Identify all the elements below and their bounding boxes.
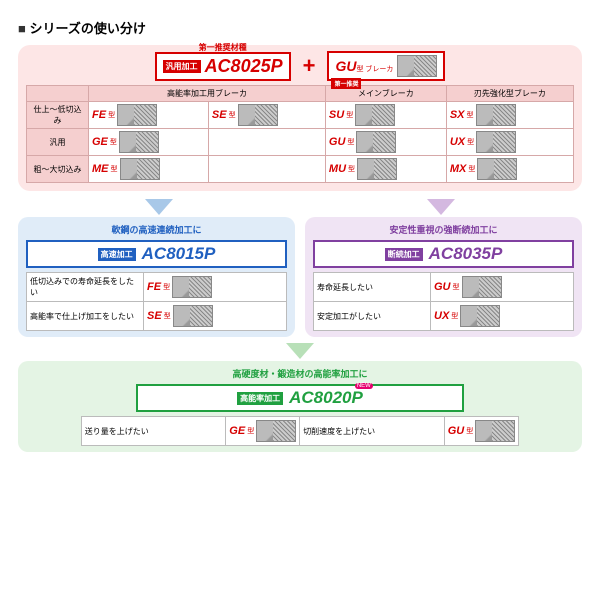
insert-icon [355, 104, 395, 126]
type-cell: FE型 [147, 276, 283, 298]
plus-icon: + [303, 53, 316, 79]
row-label: 汎用 [27, 129, 89, 156]
col-header: 刃先強化型ブレーカ [446, 86, 573, 102]
type-cell: SE型 [147, 305, 283, 327]
desc-cell: 低切込みでの寿命延長をしたい [27, 273, 144, 302]
insert-icon [120, 158, 160, 180]
table-cell: GE型 [89, 129, 209, 156]
desc-cell: 安定加工がしたい [314, 302, 431, 331]
type-cell: GE型 [229, 420, 296, 442]
purple-title: 安定性重視の強断続加工に [313, 223, 574, 236]
insert-icon [173, 305, 213, 327]
table-cell: MU型 [325, 156, 446, 183]
insert-icon [172, 276, 212, 298]
arrow-down-icon [427, 199, 455, 215]
purple-section: 安定性重視の強断続加工に 断続加工 AC8035P 寿命延長したいGU型安定加工… [305, 217, 582, 337]
type-cell: GU型 [431, 273, 574, 302]
row-label: 粗～大切込み [27, 156, 89, 183]
blue-tag: 高速加工 [98, 248, 136, 261]
green-code: AC8020P [289, 388, 363, 407]
type-cell: FE型 [92, 104, 205, 126]
type-cell: MX型 [450, 158, 570, 180]
col-header: 高能率加工用ブレーカ [89, 86, 326, 102]
insert-icon [477, 158, 517, 180]
blue-code: AC8015P [142, 244, 216, 264]
table-cell: FE型 [89, 102, 209, 129]
type-cell: SE型 [212, 104, 322, 126]
blue-table: 低切込みでの寿命延長をしたいFE型高能率で仕上げ加工をしたいSE型 [26, 272, 287, 331]
insert-icon [119, 131, 159, 153]
new-badge: NEW [355, 383, 373, 389]
gu-rec-label: 第一推奨 [331, 78, 361, 89]
green-title: 高硬度材・鍛造材の高能率加工に [26, 367, 574, 380]
insert-icon [397, 55, 437, 77]
green-section: 高硬度材・鍛造材の高能率加工に 高能率加工 AC8020PNEW 送り量を上げた… [18, 361, 582, 452]
type-cell: SX型 [450, 104, 570, 126]
type-cell: GU型 [448, 420, 516, 442]
purple-code: AC8035P [429, 244, 503, 264]
page-title: シリーズの使い分け [18, 18, 582, 37]
insert-icon [238, 104, 278, 126]
purple-header: 断続加工 AC8035P [313, 240, 574, 268]
table-cell [208, 156, 325, 183]
blue-title: 軟鋼の高速連続加工に [26, 223, 287, 236]
main-section: 第一推奨材種 汎用加工 AC8025P + GU型 ブレーカ 第一推奨 高能率加… [18, 45, 582, 191]
main-header-box: 第一推奨材種 汎用加工 AC8025P [155, 52, 291, 81]
table-cell: MX型 [446, 156, 573, 183]
green-table: 送り量を上げたいGE型切削速度を上げたいGU型 [81, 416, 519, 446]
rec-label: 第一推奨材種 [199, 42, 247, 53]
gu-label: GU [335, 58, 356, 74]
type-cell: GE型 [226, 417, 300, 446]
table-cell: SX型 [446, 102, 573, 129]
desc-cell: 送り量を上げたい [81, 417, 225, 446]
insert-icon [475, 420, 515, 442]
purple-tag: 断続加工 [385, 248, 423, 261]
insert-icon [357, 158, 397, 180]
type-cell: GU型 [434, 276, 570, 298]
row-label: 仕上～低切込み [27, 102, 89, 129]
insert-icon [462, 276, 502, 298]
type-cell: UX型 [450, 131, 570, 153]
desc-cell: 切削速度を上げたい [300, 417, 445, 446]
table-cell [208, 129, 325, 156]
green-header: 高能率加工 AC8020PNEW [136, 384, 465, 412]
main-table: 高能率加工用ブレーカ メインブレーカ 刃先強化型ブレーカ 仕上～低切込みFE型S… [26, 85, 574, 183]
table-cell: SU型 [325, 102, 446, 129]
type-cell: SE型 [144, 302, 287, 331]
type-cell: UX型 [431, 302, 574, 331]
type-cell: GE型 [92, 131, 205, 153]
insert-icon [476, 131, 516, 153]
green-tag: 高能率加工 [237, 392, 283, 405]
insert-icon [256, 420, 296, 442]
table-cell: UX型 [446, 129, 573, 156]
blue-section: 軟鋼の高速連続加工に 高速加工 AC8015P 低切込みでの寿命延長をしたいFE… [18, 217, 295, 337]
main-code: AC8025P [205, 56, 283, 77]
table-cell: GU型 [325, 129, 446, 156]
type-cell: GU型 [444, 417, 519, 446]
desc-cell: 寿命延長したい [314, 273, 431, 302]
insert-icon [476, 104, 516, 126]
desc-cell: 高能率で仕上げ加工をしたい [27, 302, 144, 331]
type-cell: MU型 [329, 158, 443, 180]
arrow-down-icon [145, 199, 173, 215]
type-cell: UX型 [434, 305, 570, 327]
main-tag: 汎用加工 [163, 60, 201, 73]
type-cell: ME型 [92, 158, 205, 180]
insert-icon [117, 104, 157, 126]
table-cell: ME型 [89, 156, 209, 183]
gu-header-box: GU型 ブレーカ 第一推奨 [327, 51, 445, 81]
table-cell: SE型 [208, 102, 325, 129]
purple-table: 寿命延長したいGU型安定加工がしたいUX型 [313, 272, 574, 331]
type-cell: GU型 [329, 131, 443, 153]
type-cell: FE型 [144, 273, 287, 302]
insert-icon [460, 305, 500, 327]
type-cell: SU型 [329, 104, 443, 126]
blue-header: 高速加工 AC8015P [26, 240, 287, 268]
arrow-down-icon [286, 343, 314, 359]
insert-icon [356, 131, 396, 153]
